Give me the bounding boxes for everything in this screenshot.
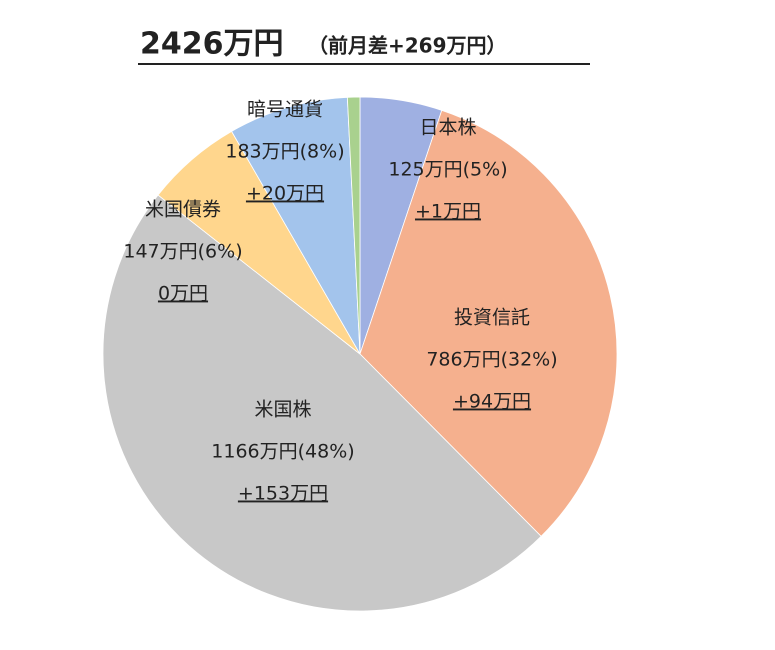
slice-change-label: 0万円 — [158, 283, 208, 305]
slice — [359, 109, 618, 537]
slice — [346, 96, 361, 355]
slice-name: 暗号通貨 — [247, 99, 323, 121]
slice-change-label: +20万円 — [246, 183, 324, 205]
slice-change-label: +153万円 — [238, 483, 328, 505]
slice-value-label: 786万円(32%) — [426, 349, 557, 371]
slice — [231, 96, 361, 355]
slice-name: 米国株 — [254, 399, 311, 421]
pie — [102, 96, 618, 612]
slice-value-label: 147万円(6%) — [123, 241, 242, 263]
slice — [102, 194, 542, 612]
chart-subtitle: （前月差+269万円） — [308, 34, 507, 58]
slice-value-label: 125万円(5%) — [388, 159, 507, 181]
slice-change-label: +1万円 — [415, 201, 481, 223]
chart-title: 2426万円 — [140, 27, 284, 62]
slice-change-label: +94万円 — [453, 391, 531, 413]
slice-value-label: 1166万円(48%) — [211, 441, 354, 463]
slice-name: 日本株 — [419, 117, 476, 139]
slice-name: 投資信託 — [454, 307, 530, 329]
slice-name: 米国債券 — [145, 199, 221, 221]
slice-value-label: 183万円(8%) — [225, 141, 344, 163]
